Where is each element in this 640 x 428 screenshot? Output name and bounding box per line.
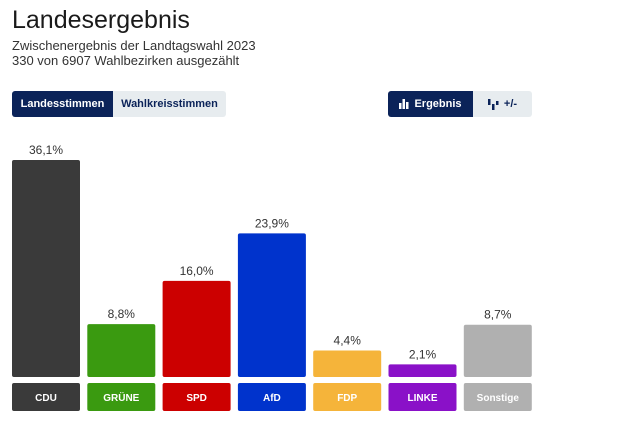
wahlkreisstimmen-button[interactable]: Wahlkreisstimmen [113, 91, 226, 117]
party-label-afd: AfD [263, 393, 281, 404]
page-title: Landesergebnis [12, 6, 190, 34]
ergebnis-label: Ergebnis [414, 98, 462, 110]
bar-fdp[interactable] [313, 350, 382, 377]
value-label-grune: 8,8% [108, 307, 136, 321]
ergebnis-button[interactable]: Ergebnis [388, 91, 473, 117]
party-label-box-cdu [12, 383, 80, 411]
party-label-box-fdp [313, 383, 382, 411]
value-label-sonstige: 8,7% [484, 308, 512, 322]
value-label-spd: 16,0% [180, 264, 214, 278]
party-label-box-afd [237, 383, 306, 411]
subtitle-election: Zwischenergebnis der Landtagswahl 2023 [12, 38, 256, 53]
party-label-spd: SPD [186, 393, 207, 404]
bar-chart-icon [399, 99, 409, 109]
difference-label: +/- [503, 98, 518, 110]
party-label-grune: GRÜNE [103, 391, 139, 404]
party-label-fdp: FDP [337, 393, 357, 404]
difference-chart-icon [487, 98, 499, 110]
value-label-linke: 2,1% [409, 347, 437, 361]
bar-spd[interactable] [162, 280, 231, 377]
value-label-cdu: 36,1% [29, 143, 63, 157]
party-label-box-spd [162, 383, 231, 411]
results-bar-chart: 36,1% CDU 8,8% GRÜNE 16,0% SPD 23,9% AfD 4,4% FDP… [12, 143, 532, 411]
bar-afd[interactable] [237, 233, 306, 377]
party-label-box-sonstige [463, 383, 532, 411]
party-label-box-linke [388, 383, 457, 411]
party-label-box-grune [87, 383, 156, 411]
bar-cdu[interactable] [12, 160, 80, 377]
subtitle-count: 330 von 6907 Wahlbezirken ausgezählt [12, 53, 240, 68]
bar-sonstige[interactable] [463, 324, 532, 377]
difference-button[interactable]: +/- [473, 91, 532, 117]
value-label-fdp: 4,4% [334, 334, 362, 348]
party-label-sonstige: Sonstige [477, 393, 520, 404]
vote-type-toggle: Landesstimmen Wahlkreisstimmen [12, 91, 226, 117]
party-label-linke: LINKE [408, 393, 438, 404]
value-label-afd: 23,9% [255, 216, 289, 230]
landesstimmen-button[interactable]: Landesstimmen [12, 91, 113, 117]
view-toggle: Ergebnis +/- [388, 91, 532, 117]
party-label-cdu: CDU [35, 393, 57, 404]
bar-linke[interactable] [388, 364, 457, 377]
bar-grune[interactable] [87, 324, 156, 377]
